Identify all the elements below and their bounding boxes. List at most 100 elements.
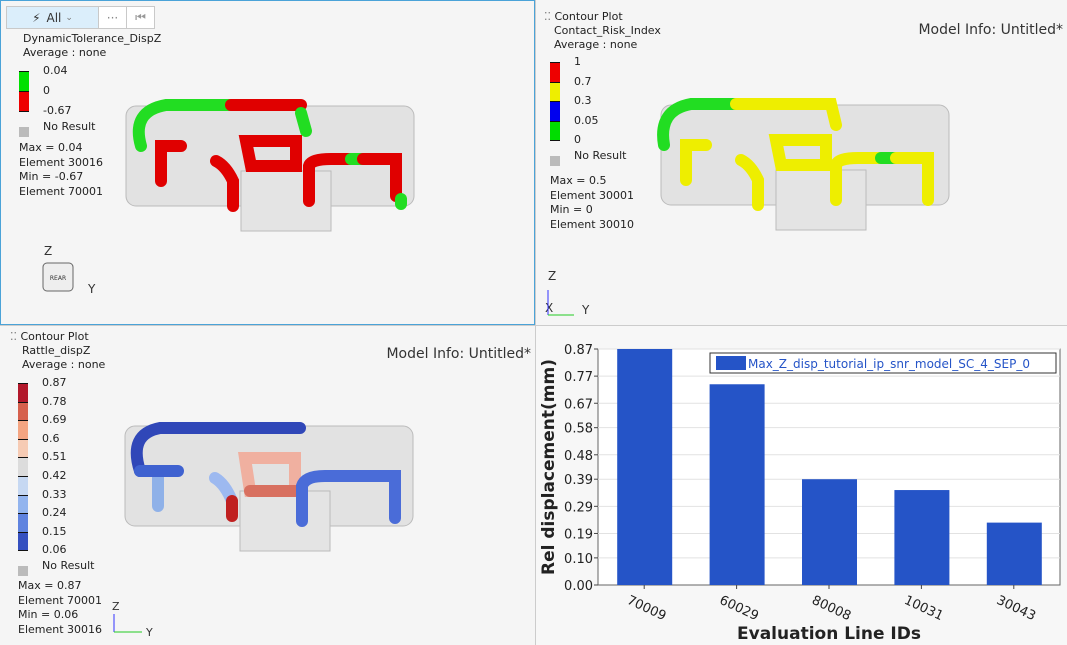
y-tick-label: 0.10 <box>564 552 593 567</box>
scale-label: 0.24 <box>42 506 67 520</box>
min-element: Element 30010 <box>550 217 635 231</box>
model-3d-view[interactable]: Z Y <box>0 326 535 645</box>
model-info: Model Info: Untitled* <box>918 22 1063 38</box>
more-icon: ··· <box>106 10 119 25</box>
drag-handle-icon[interactable]: ⁚⁚ <box>10 330 17 343</box>
viewport-toolbar: ⚡ All ⌄ ··· ⏮ <box>6 6 155 29</box>
axis-y-label: Y <box>145 626 153 639</box>
x-tick-label: 30043 <box>994 593 1038 624</box>
evaluation-lines <box>130 422 401 527</box>
no-result-swatch <box>550 156 560 166</box>
bar-60029 <box>709 384 765 585</box>
average-label: Average : none <box>554 38 638 51</box>
legend-swatch <box>716 356 746 370</box>
max-value: Max = 0.04 <box>19 141 83 154</box>
max-value: Max = 0.5 <box>550 174 607 187</box>
scale-swatch <box>18 531 28 551</box>
scale-label: 0 <box>43 84 50 97</box>
bar-10031 <box>894 490 950 585</box>
viewport-dynamic-tolerance[interactable]: DynamicTolerance_DispZ Average : none 0.… <box>0 0 535 325</box>
scale-swatch <box>550 101 560 121</box>
min-element: Element 70001 <box>19 184 104 198</box>
y-tick-label: 0.77 <box>564 370 593 385</box>
y-tick-label: 0.87 <box>564 343 593 358</box>
filter-all-dropdown[interactable]: ⚡ All ⌄ <box>7 7 99 28</box>
scale-label: 0.3 <box>574 94 592 107</box>
view-cube[interactable]: REAR <box>42 262 74 292</box>
y-axis-title: Rel displacement(mm) <box>539 359 559 575</box>
no-result-label: No Result <box>42 559 95 573</box>
max-value: Max = 0.87 <box>18 579 82 592</box>
scale-swatch <box>550 62 560 82</box>
axis-z-label: Z <box>44 244 52 258</box>
view-cube-label: REAR <box>50 275 66 282</box>
bar-70009 <box>617 349 673 585</box>
min-max-info: Max = 0.5 Element 30001 Min = 0 Element 30… <box>550 174 634 232</box>
scale-label: 0.33 <box>42 487 67 501</box>
scale-swatch <box>19 91 29 111</box>
more-button[interactable]: ··· <box>99 7 127 28</box>
vertical-divider[interactable] <box>535 0 536 645</box>
min-element: Element 30016 <box>18 622 103 636</box>
scale-label: 0.04 <box>43 64 68 77</box>
scale-swatch <box>18 494 28 514</box>
scale-label: 0.06 <box>42 543 67 557</box>
min-value: Min = -0.67 <box>19 170 84 183</box>
max-element: Element 30016 <box>19 155 104 169</box>
legend-label: Max_Z_disp_tutorial_ip_snr_model_SC_4_SE… <box>748 357 1030 371</box>
viewport-contact-risk[interactable]: ⁚⁚ Contour Plot Contact_Risk_Index Avera… <box>536 0 1067 325</box>
first-frame-button[interactable]: ⏮ <box>127 7 154 28</box>
max-element: Element 30001 <box>550 188 635 202</box>
no-result-swatch <box>18 566 28 577</box>
y-tick-label: 0.19 <box>564 527 593 542</box>
bar-chart: 0.00 0.10 0.19 0.29 0.39 0.48 0.58 0.67 0.77 0.87… <box>539 343 1061 644</box>
average-label: Average : none <box>22 358 106 371</box>
axis-z-label: Z <box>548 269 556 283</box>
scale-swatch <box>18 513 28 532</box>
scale-label: 0.7 <box>574 74 592 88</box>
bar-30043 <box>986 522 1042 585</box>
y-tick-label: 0.39 <box>564 473 593 488</box>
scale-label: 0.87 <box>42 376 67 389</box>
scale-swatch <box>550 120 560 140</box>
scale-tick <box>550 140 560 141</box>
scale-tick <box>19 111 29 112</box>
scale-tick <box>18 550 28 552</box>
lightning-icon: ⚡ <box>32 10 41 25</box>
scale-swatch <box>18 420 28 439</box>
y-tick-label: 0.67 <box>564 397 593 412</box>
contour-legend: ⁚⁚ Contour Plot Rattle_dispZ Average : n… <box>10 330 105 372</box>
horizontal-divider[interactable] <box>0 325 1067 326</box>
scale-label: 0.78 <box>42 394 67 408</box>
scale-label: 0.15 <box>42 524 67 538</box>
scale-label: 0.51 <box>42 450 67 464</box>
legend-header: Contour Plot <box>20 330 89 343</box>
viewport-rattle[interactable]: ⁚⁚ Contour Plot Rattle_dispZ Average : n… <box>0 326 535 645</box>
scale-swatch <box>18 457 28 476</box>
min-value: Min = 0.06 <box>18 608 79 621</box>
scale-label: 0.05 <box>574 113 599 127</box>
x-axis-title: Evaluation Line IDs <box>737 624 921 644</box>
scale-swatch <box>550 81 560 101</box>
evaluation-lines <box>657 98 934 211</box>
scale-swatch <box>18 476 28 495</box>
filter-label: All <box>46 10 62 25</box>
y-tick-label: 0.58 <box>564 422 593 437</box>
scale-label: 0.42 <box>42 469 67 482</box>
model-3d-view[interactable]: REAR Z Y <box>1 1 536 326</box>
y-tick-label: 0.29 <box>564 500 593 515</box>
x-tick-label: 70009 <box>625 593 669 624</box>
min-value: Min = 0 <box>550 203 593 216</box>
drag-handle-icon[interactable]: ⁚⁚ <box>544 10 551 23</box>
no-result-swatch <box>19 127 29 137</box>
evaluation-lines <box>132 99 407 212</box>
y-tick-label: 0.48 <box>564 449 593 464</box>
no-result-label: No Result <box>43 120 96 133</box>
contour-legend: ⁚⁚ Contour Plot Contact_Risk_Index Avera… <box>544 10 661 52</box>
axis-z-label: Z <box>112 600 120 613</box>
scale-label: 1 <box>574 55 581 68</box>
min-max-info: Max = 0.87 Element 70001 Min = 0.06 Elemen… <box>18 579 102 637</box>
scale-swatch <box>18 383 28 402</box>
model-3d-view[interactable]: Z X Y <box>536 0 1067 325</box>
bar-chart-pane[interactable]: 0.00 0.10 0.19 0.29 0.39 0.48 0.58 0.67 0.77 0.87… <box>536 326 1067 645</box>
